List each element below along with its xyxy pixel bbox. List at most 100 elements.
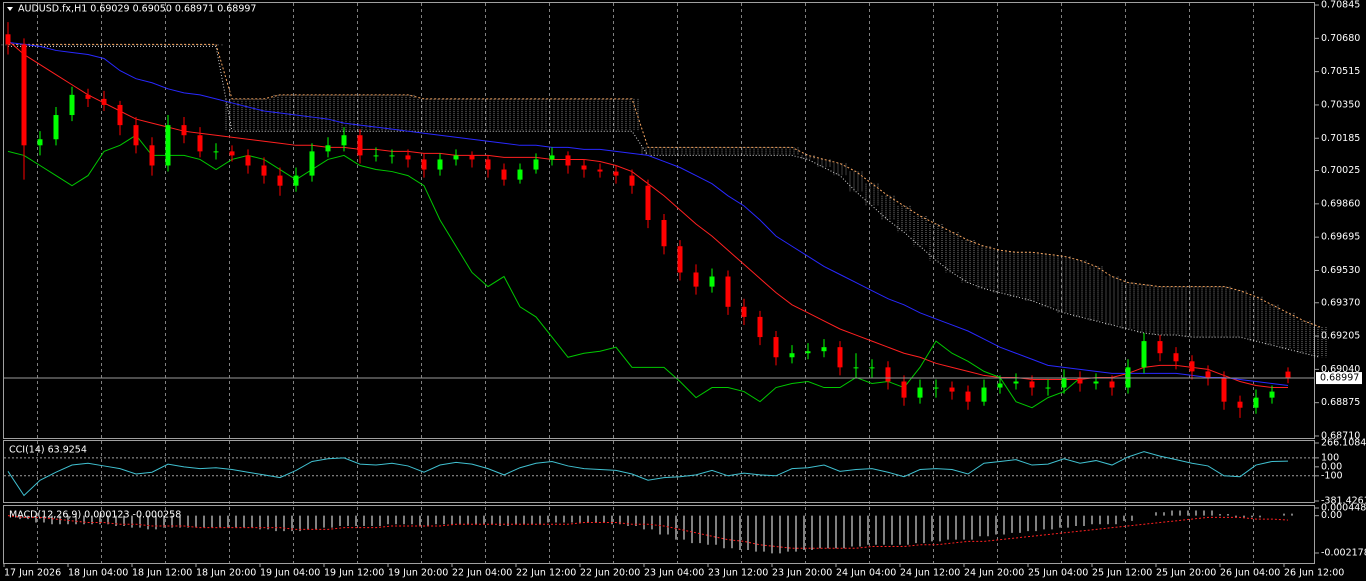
candle-body [1157,341,1163,354]
y-tick-label: -100 [1321,470,1343,481]
y-tick-label: 0.000448 [1321,503,1366,514]
y-tick-label: 0.70185 [1321,133,1360,144]
candle-body [181,125,187,136]
candle-body [133,125,139,146]
candle-body [405,155,411,160]
x-tick-label: 26 Jun 12:00 [1284,568,1344,579]
x-tick-label: 17 Jun 2026 [4,568,61,579]
candle-body [1109,381,1115,388]
last-price-box [1316,372,1362,385]
candle-body [1061,377,1067,388]
y-tick-label: 0.70845 [1321,0,1360,11]
candle-body [309,151,315,176]
x-tick-label: 26 Jun 04:00 [1220,568,1280,579]
candle-body [197,135,203,152]
x-tick-label: 18 Jun 04:00 [68,568,128,579]
candle-body [1141,341,1147,368]
candle-body [325,145,331,152]
candle-body [773,337,779,358]
candle-body [565,155,571,166]
candle-body [677,246,683,273]
symbol-menu-icon[interactable] [7,7,13,11]
candle-body [741,306,747,317]
cloud-upper-line [8,43,1321,328]
candle-body [117,104,123,126]
y-tick-label: 0.68710 [1321,430,1360,441]
candle-body [69,94,75,116]
candle-body [693,272,699,287]
x-tick-label: 24 Jun 04:00 [836,568,896,579]
candle-body [1269,391,1275,398]
candle-body [229,151,235,156]
candle-body [37,139,43,146]
candle-body [1173,353,1179,362]
candle-body [533,159,539,170]
candle-body [757,316,763,338]
candle-body [341,135,347,146]
candle-body [645,185,651,220]
candle-body [517,169,523,180]
y-tick-label: 0.00 [1321,510,1342,521]
macd-pane-frame [3,505,1315,564]
candle-body [469,155,475,160]
main-pane-frame [3,2,1315,439]
candle-body [1029,381,1035,388]
candle-body [1125,367,1131,388]
candle-body [613,171,619,176]
candle-body [1221,377,1227,402]
y-tick-label: 0.69370 [1321,297,1360,308]
macd-title: MACD(12,26,9) 0.000123 -0.000258 [9,510,181,521]
indicator-line [7,41,1289,387]
candle-body [981,387,987,402]
candle-body [245,155,251,166]
x-tick-label: 25 Jun 12:00 [1092,568,1152,579]
candle-body [789,353,795,358]
y-tick-label: 0.68875 [1321,397,1360,408]
candle-body [661,220,667,247]
y-tick-label: 0.69695 [1321,232,1360,243]
y-tick-label: -0.002178 [1321,548,1366,559]
candle-body [805,351,811,354]
candle-body [453,155,459,160]
cci-title: CCI(14) 63.9254 [9,445,87,456]
y-tick-label: 0.00 [1321,461,1342,472]
candle-body [293,175,299,186]
candle-body [1077,377,1083,384]
x-tick-label: 22 Jun 12:00 [516,568,576,579]
y-tick-label: 0.70515 [1321,66,1360,77]
x-tick-label: 19 Jun 12:00 [324,568,384,579]
candle-body [949,387,955,392]
candle-body [869,367,875,369]
candle-body [901,381,907,398]
candle-body [933,387,939,389]
candle-body [1285,371,1291,379]
candle-body [85,94,91,99]
candle-body [1237,401,1243,408]
candle-body [1013,381,1019,384]
last-price-label: 0.68997 [1320,373,1359,384]
candle-body [1253,397,1259,408]
x-tick-label: 18 Jun 20:00 [196,568,256,579]
signal-line [7,515,1289,549]
candle-body [21,44,27,146]
candle-body [165,125,171,166]
y-tick-label: 266.1084 [1321,438,1366,449]
candle-body [149,145,155,166]
x-tick-label: 24 Jun 20:00 [964,568,1024,579]
x-tick-label: 19 Jun 20:00 [388,568,448,579]
candle-body [709,276,715,287]
candle-body [1093,381,1099,384]
candle-body [917,387,923,398]
y-tick-label: 0.69530 [1321,265,1360,276]
x-tick-label: 23 Jun 04:00 [644,568,704,579]
candle-body [1189,361,1195,372]
x-tick-label: 25 Jun 20:00 [1156,568,1216,579]
y-tick-label: -381.4261 [1321,496,1366,507]
candle-body [821,347,827,352]
candle-body [1205,371,1211,378]
x-tick-label: 18 Jun 12:00 [132,568,192,579]
candle-body [629,175,635,186]
candle-body [997,383,1003,388]
